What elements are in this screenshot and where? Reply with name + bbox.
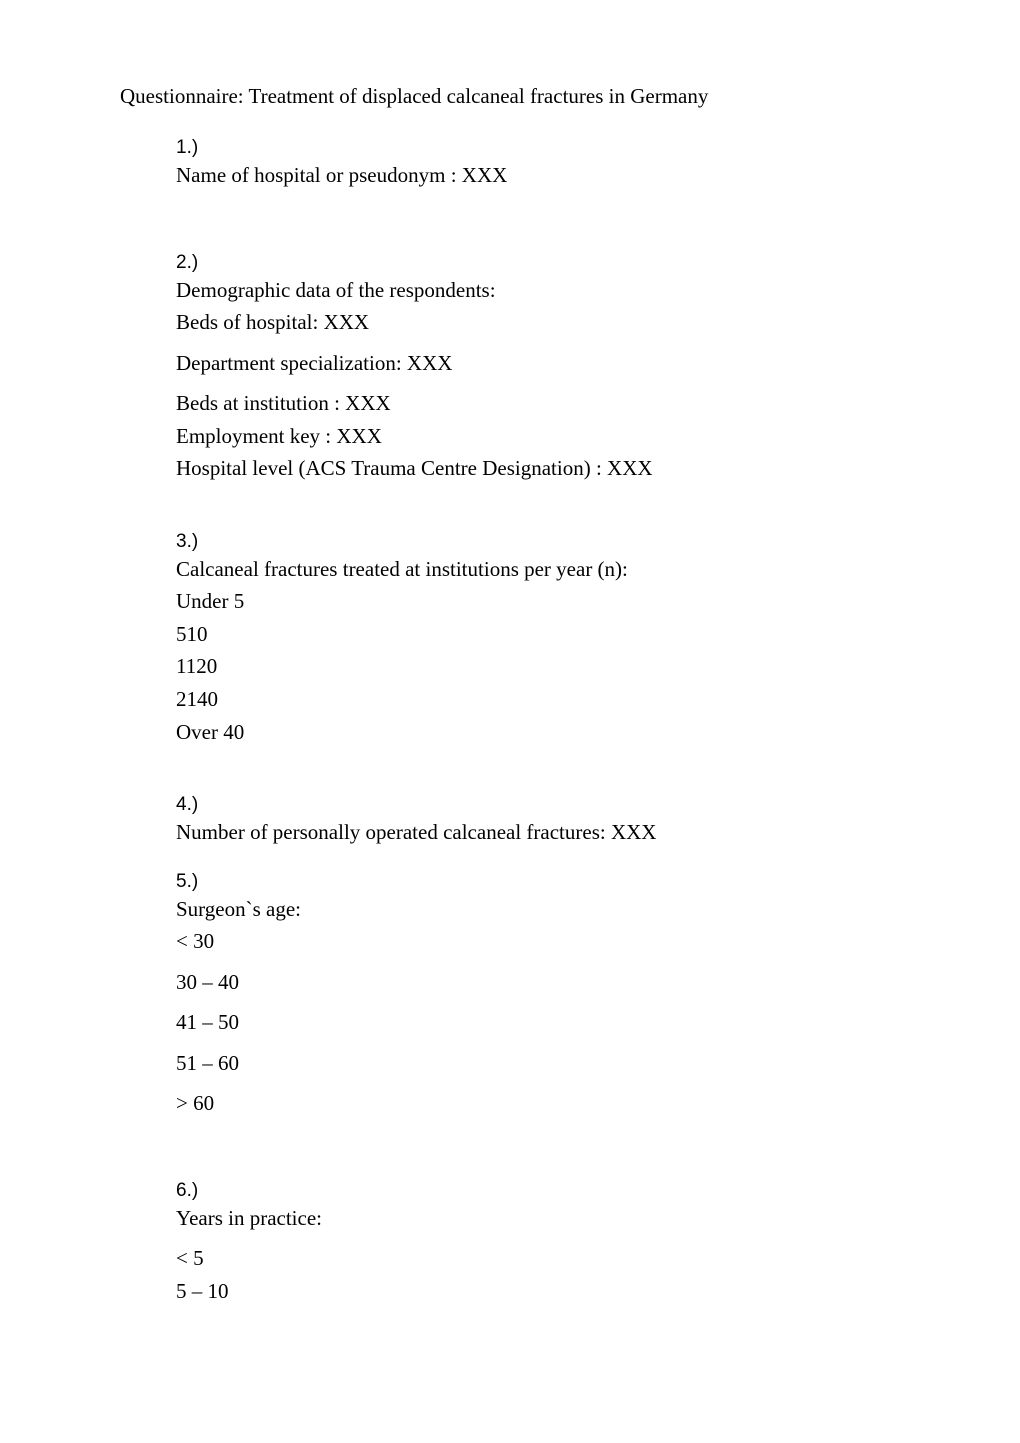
- q5-option: > 60: [176, 1087, 876, 1120]
- q1-text: Name of hospital or pseudonym : XXX: [176, 163, 507, 187]
- q3-option: Under 5: [176, 585, 876, 618]
- q3-option: 510: [176, 618, 876, 651]
- q2-line-department: Department specialization: XXX: [176, 347, 876, 380]
- q4-text: Number of personally operated calcaneal …: [176, 820, 656, 844]
- q6-intro: Years in practice:: [176, 1202, 876, 1235]
- q5-option: 51 – 60: [176, 1047, 876, 1080]
- q5-number: 5.): [176, 871, 210, 893]
- q3-number: 3.): [176, 531, 210, 553]
- question-2: 2.) Demographic data of the respondents:…: [176, 252, 900, 485]
- q5-option: 41 – 50: [176, 1006, 876, 1039]
- q2-intro: Demographic data of the respondents:: [176, 274, 876, 307]
- q6-option: < 5: [176, 1242, 876, 1275]
- q2-line-employment: Employment key : XXX: [176, 420, 876, 453]
- q6-number: 6.): [176, 1180, 210, 1202]
- q4-number: 4.): [176, 794, 210, 816]
- question-3: 3.) Calcaneal fractures treated at insti…: [176, 531, 900, 748]
- q2-line-hospital-level: Hospital level (ACS Trauma Centre Design…: [176, 452, 876, 485]
- q2-line-beds-institution: Beds at institution : XXX: [176, 387, 876, 420]
- q2-line-beds-hospital: Beds of hospital: XXX: [176, 306, 876, 339]
- q6-option: 5 – 10: [176, 1275, 876, 1308]
- q2-number: 2.): [176, 252, 210, 274]
- questionnaire-page: Questionnaire: Treatment of displaced ca…: [0, 0, 1020, 1368]
- q3-option: 2140: [176, 683, 876, 716]
- question-6: 6.) Years in practice: < 5 5 – 10: [176, 1180, 900, 1308]
- q5-intro: Surgeon`s age:: [176, 893, 876, 926]
- q3-intro: Calcaneal fractures treated at instituti…: [176, 553, 876, 586]
- question-5: 5.) Surgeon`s age: < 30 30 – 40 41 – 50 …: [176, 871, 900, 1120]
- q3-option: 1120: [176, 650, 876, 683]
- q5-option: < 30: [176, 925, 876, 958]
- page-title: Questionnaire: Treatment of displaced ca…: [120, 84, 900, 109]
- question-1: 1.) Name of hospital or pseudonym : XXX: [176, 137, 900, 192]
- q1-number: 1.): [176, 137, 210, 159]
- q5-option: 30 – 40: [176, 966, 876, 999]
- q3-option: Over 40: [176, 716, 876, 749]
- question-4: 4.) Number of personally operated calcan…: [176, 794, 900, 849]
